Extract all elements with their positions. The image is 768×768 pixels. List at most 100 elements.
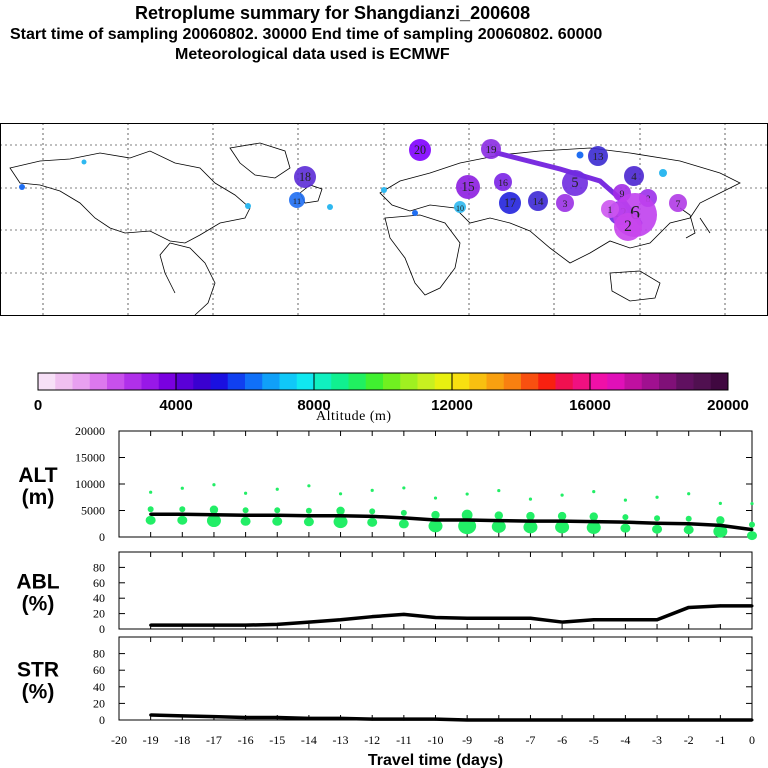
altitude-outlier-marker: [592, 490, 596, 494]
colorbar-cell: [572, 373, 591, 390]
data-point: [275, 716, 279, 720]
plume-cluster-17: 17: [499, 192, 521, 214]
altitude-outlier-marker: [212, 483, 216, 487]
altitude-spread-marker: [274, 507, 281, 514]
data-point: [465, 616, 469, 620]
altitude-spread-marker: [461, 509, 473, 521]
altitude-colorbar: 0 4000 8000 12000 16000 20000: [34, 372, 749, 414]
plume-cluster-13: 13: [588, 146, 608, 166]
altitude-spread-marker: [369, 508, 376, 515]
altitude-outlier-marker: [433, 496, 438, 500]
y-tick-label: 40: [93, 680, 105, 694]
colorbar-cell: [607, 373, 625, 390]
x-tick-label: -20: [111, 733, 127, 747]
data-point: [339, 514, 343, 518]
colorbar-cell: [710, 373, 729, 390]
cluster-label: 7: [676, 199, 681, 210]
altitude-outlier-marker: [718, 501, 722, 505]
data-point: [528, 616, 532, 620]
data-point: [339, 716, 343, 720]
x-tick-label: -4: [620, 733, 630, 747]
series-line-abl: [150, 604, 752, 627]
altitude-spread-marker: [305, 507, 312, 514]
altitude-spread-marker: [145, 515, 156, 525]
panel-label: ALT: [18, 464, 57, 487]
data-point: [718, 604, 722, 608]
altitude-spread-marker: [242, 507, 249, 514]
data-point: [339, 618, 343, 622]
data-point: [465, 718, 469, 722]
plume-cluster-18: 18: [294, 166, 316, 188]
cluster-label: 20: [414, 143, 426, 157]
met-data-line: Meteorological data used is ECMWF: [175, 46, 450, 63]
altitude-spread-marker: [303, 517, 314, 527]
colorbar-cell: [469, 373, 487, 390]
data-point: [307, 514, 311, 518]
sampling-time-line: Start time of sampling 20060802. 30000 E…: [10, 26, 603, 43]
data-point: [370, 615, 374, 619]
data-point: [180, 714, 184, 718]
colorbar-cell: [245, 373, 263, 390]
altitude-spread-marker: [458, 517, 477, 535]
altitude-spread-marker: [272, 516, 283, 526]
plume-cluster-5: 5: [562, 170, 588, 196]
data-point: [528, 519, 532, 523]
colorbar-cell: [503, 373, 522, 390]
panel-unit: (%): [22, 593, 55, 616]
colorbar-cell: [124, 373, 142, 390]
colorbar-cell: [38, 373, 56, 390]
plume-cluster-15: 15: [456, 175, 480, 199]
altitude-spread-marker: [494, 511, 503, 520]
colorbar-cell: [141, 373, 160, 390]
y-tick-label: 15000: [75, 451, 105, 465]
x-tick-label: -10: [428, 733, 444, 747]
data-point: [275, 622, 279, 626]
altitude-spread-marker: [652, 524, 663, 534]
data-point: [402, 717, 406, 721]
colorbar-cell: [400, 373, 418, 390]
x-tick-label: -1: [715, 733, 725, 747]
cluster-label: 2: [624, 218, 632, 235]
cluster-label: 11: [293, 196, 301, 206]
data-point: [180, 623, 184, 627]
panel-frame: [118, 636, 753, 721]
altitude-spread-marker: [179, 506, 186, 513]
altitude-outlier-marker: [623, 498, 628, 502]
altitude-outlier-marker: [750, 501, 754, 506]
panel-unit: (%): [22, 681, 55, 704]
x-tick-label: -9: [462, 733, 472, 747]
colorbar-cell: [314, 373, 332, 390]
altitude-spread-marker: [589, 512, 598, 521]
colorbar-tick-label: 8000: [297, 397, 330, 414]
altitude-outlier-marker: [528, 497, 533, 501]
data-point: [750, 604, 754, 608]
panel-label: ABL: [16, 571, 59, 594]
minor-markers: [19, 151, 667, 216]
altitude-outlier-marker: [497, 488, 501, 493]
colorbar-cell: [452, 373, 470, 390]
altitude-spread-marker: [713, 525, 728, 538]
cluster-label: 13: [593, 151, 605, 163]
x-axis-title: Travel time (days): [368, 752, 503, 768]
data-point: [750, 528, 754, 532]
chart-title: Retroplume summary for Shangdianzi_20060…: [135, 3, 531, 23]
colorbar-cell: [348, 373, 367, 390]
cluster-label: 10: [456, 204, 464, 213]
data-point: [465, 518, 469, 522]
data-point: [402, 612, 406, 616]
plume-cluster-11: 11: [289, 192, 305, 208]
x-tick-label: -12: [364, 733, 380, 747]
data-point: [592, 618, 596, 622]
altitude-spread-marker: [716, 516, 725, 525]
cluster-label: 9: [620, 189, 625, 200]
panel-unit: (m): [22, 486, 55, 509]
altitude-outlier-marker: [180, 486, 184, 490]
cluster-label: 19: [486, 144, 498, 156]
panel-label: STR: [17, 659, 59, 682]
y-tick-label: 5000: [81, 504, 105, 518]
panel-alt: 0 5000 10000 15000 20000 ALT(m): [18, 424, 757, 544]
x-tick-label: -11: [396, 733, 412, 747]
cluster-label: 15: [461, 179, 475, 194]
plume-cluster-14: 14: [528, 191, 548, 211]
